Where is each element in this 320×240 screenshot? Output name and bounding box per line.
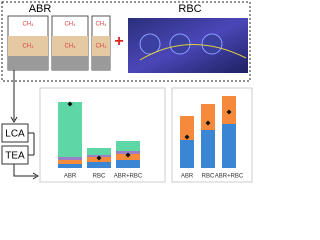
plus-sign: +	[114, 33, 123, 50]
marker	[125, 152, 131, 158]
bar-segment	[201, 130, 215, 168]
marker	[226, 109, 232, 115]
arrows	[10, 70, 39, 180]
tank-label: CH₄	[95, 22, 107, 28]
x-tick-label: RBC	[202, 174, 215, 180]
bar-segment	[116, 160, 140, 168]
tea-box	[1, 145, 29, 165]
tank-label: CH₄	[22, 22, 34, 28]
bar-segment	[58, 164, 82, 168]
bar-segment	[222, 124, 236, 168]
abr-label: ABR	[29, 3, 52, 15]
tank-label: CH₄	[64, 44, 76, 50]
marker	[96, 155, 102, 161]
bar-segment	[87, 162, 111, 168]
bar-segment	[58, 160, 82, 164]
bar-segment	[58, 102, 82, 157]
tank-label: CH₄	[64, 22, 76, 28]
bar-segment	[201, 104, 215, 130]
top-frame	[1, 1, 251, 82]
tank-label: CH₄	[95, 44, 107, 50]
tea-label: TEA	[5, 151, 25, 162]
marker	[67, 101, 73, 107]
lca-label: LCA	[5, 129, 25, 140]
rbc-label: RBC	[178, 3, 201, 15]
marker	[205, 120, 211, 126]
bar-segment	[180, 116, 194, 140]
x-tick-label: ABR+RBC	[114, 174, 143, 180]
x-tick-label: ABR	[181, 174, 194, 180]
lca-box	[1, 123, 29, 143]
abr-tanks	[7, 15, 111, 71]
x-tick-label: RBC	[93, 174, 106, 180]
bar-segment	[58, 157, 82, 160]
bar-segment	[116, 141, 140, 151]
x-tick-label: ABR	[64, 174, 77, 180]
x-tick-label: ABR+RBC	[215, 174, 244, 180]
bar-segment	[180, 140, 194, 168]
marker	[184, 134, 190, 140]
bar-segment	[87, 148, 111, 155]
tank-label: CH₄	[22, 44, 34, 50]
tank-labels: CH₄ CH₄ CH₄ CH₄ CH₄ CH₄	[22, 22, 107, 50]
graphical-abstract: ABR RBC CH₄ CH₄ CH₄ CH₄ CH₄ CH₄ + LCA TE…	[1, 1, 253, 183]
rbc-photo	[128, 18, 248, 73]
